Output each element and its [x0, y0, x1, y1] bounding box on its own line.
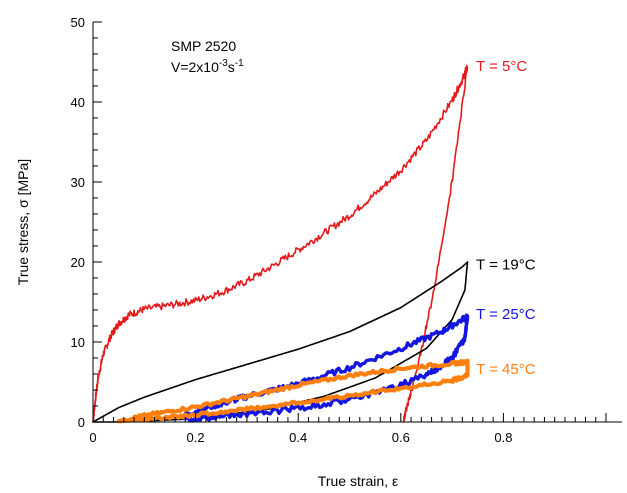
- series-curve-1: [92, 261, 469, 423]
- x-axis-title: True strain, ε: [318, 473, 398, 489]
- series-curve-0: [92, 64, 469, 423]
- series-label-1: T = 19°C: [476, 256, 536, 273]
- y-axis-title: True stress, σ [MPa]: [15, 159, 31, 285]
- series-label-0: T = 5°C: [476, 58, 527, 75]
- axes-layer: 0 0.2 0.4 0.6 0.8 0 10 20 30 40 50: [71, 15, 622, 445]
- y-tick-label-5: 50: [71, 15, 85, 30]
- curves-layer: [92, 64, 470, 424]
- series-curve-2: [183, 313, 470, 423]
- sample-name-annotation: SMP 2520: [171, 38, 236, 54]
- x-tick-label-3: 0.6: [392, 430, 410, 445]
- strain-rate-annotation: V=2x10-3s-1: [171, 58, 244, 75]
- x-tick-label-2: 0.4: [289, 430, 307, 445]
- y-tick-label-0: 0: [78, 415, 85, 430]
- y-tick-label-1: 10: [71, 335, 85, 350]
- x-tick-label-4: 0.8: [494, 430, 512, 445]
- series-label-2: T = 25°C: [476, 306, 536, 323]
- x-tick-label-0: 0: [89, 430, 96, 445]
- x-tick-label-1: 0.2: [187, 430, 205, 445]
- y-tick-label-4: 40: [71, 95, 85, 110]
- series-label-3: T = 45°C: [476, 361, 536, 378]
- y-tick-label-3: 30: [71, 175, 85, 190]
- series-curve-3: [116, 358, 470, 424]
- y-tick-label-2: 20: [71, 255, 85, 270]
- labels-layer: T = 5°C T = 19°C T = 25°C T = 45°C: [476, 58, 536, 378]
